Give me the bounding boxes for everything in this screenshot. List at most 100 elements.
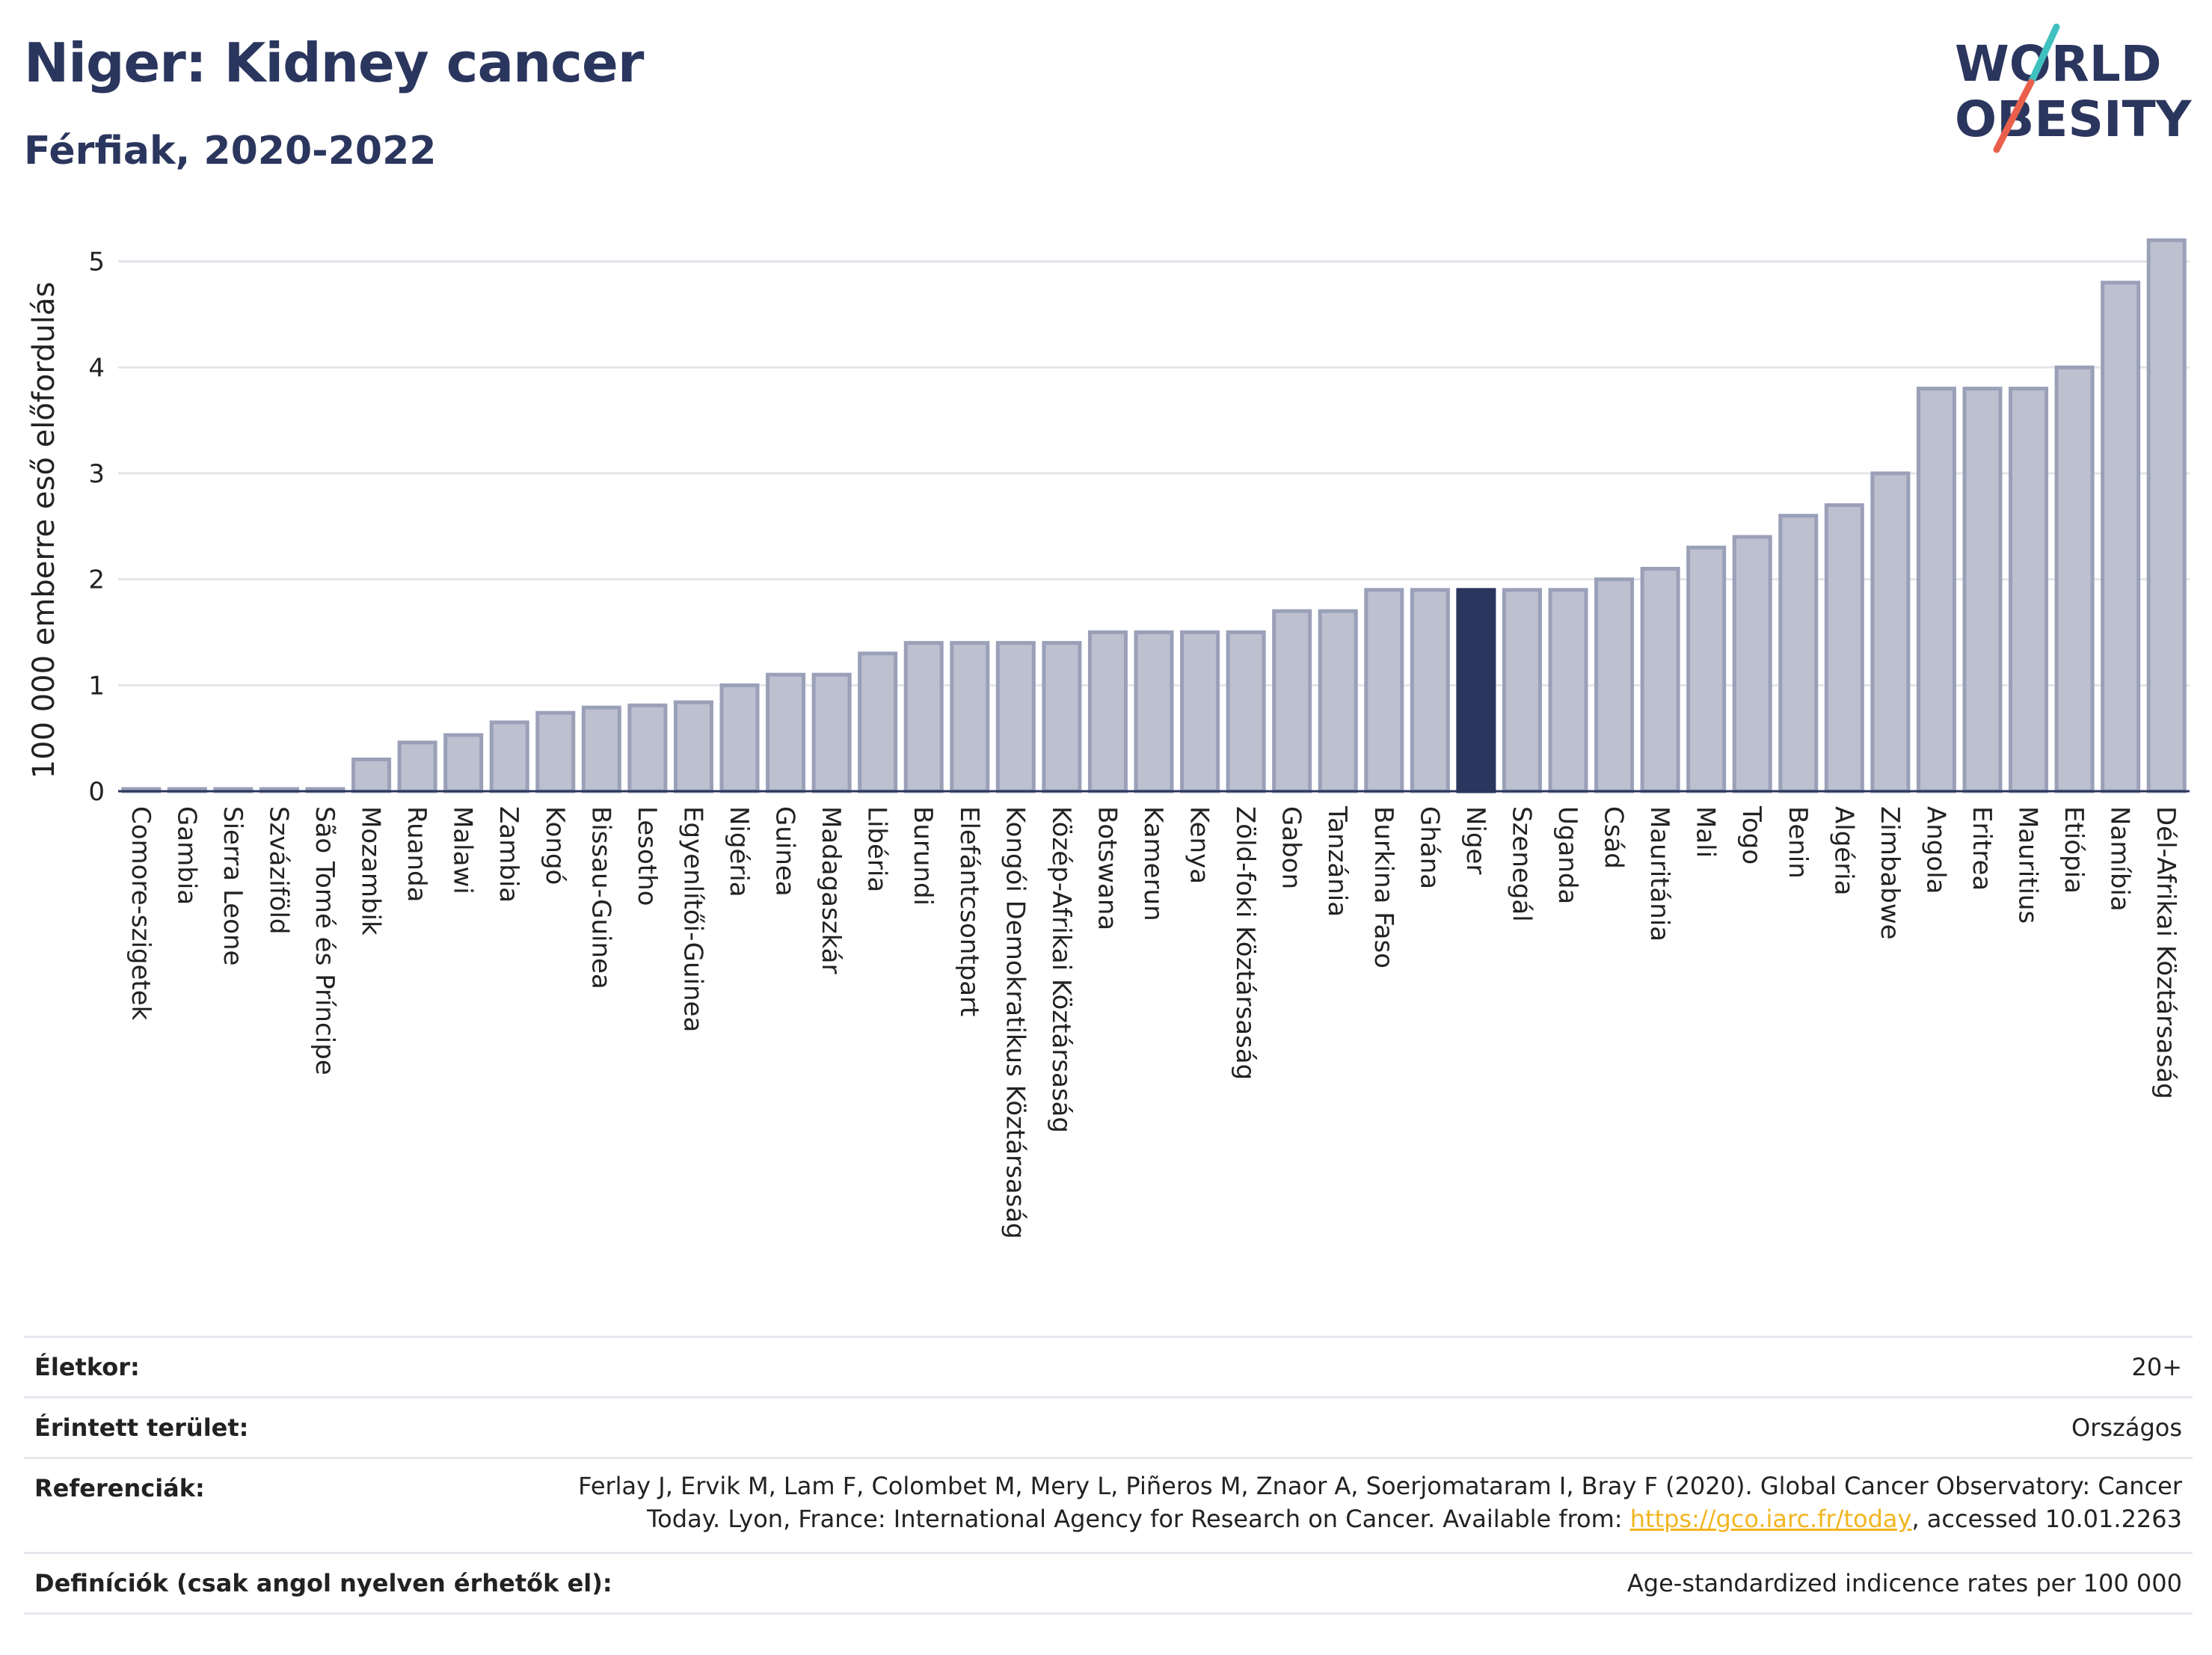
meta-label-area: Érintett terület:: [34, 1413, 249, 1442]
bar-24: [1226, 630, 1266, 793]
x-tick-label-4: São Tomé és Príncipe: [310, 806, 340, 1075]
x-tick-label-20: Közép-Afrikai Köztársaság: [1046, 806, 1076, 1133]
bar-29: [1456, 588, 1496, 793]
meta-row-references: Referenciák: Ferlay J, Ervik M, Lam F, C…: [24, 1457, 2193, 1552]
bar-31: [1548, 588, 1588, 793]
meta-label-definitions: Definíciók (csak angol nyelven érhetők e…: [34, 1569, 612, 1597]
bar-23: [1180, 630, 1220, 793]
bar-8: [489, 720, 529, 793]
x-tick-label-17: Burundi: [908, 806, 938, 906]
x-tick-label-41: Mauritius: [2013, 806, 2043, 924]
x-tick-label-16: Libéria: [862, 806, 892, 892]
bar-20: [1042, 641, 1082, 793]
x-tick-label-37: Algéria: [1828, 806, 1858, 895]
meta-label-age: Életkor:: [34, 1353, 140, 1381]
x-tick-label-42: Etiópia: [2059, 806, 2089, 894]
x-tick-label-13: Nigéria: [724, 806, 754, 897]
world-obesity-logo: WORLD OBESITY: [1955, 23, 2193, 153]
logo-line1: WORLD: [1955, 35, 2162, 93]
x-tick-label-34: Mali: [1691, 806, 1721, 858]
bar-27: [1364, 588, 1404, 793]
x-tick-label-15: Madagaszkár: [816, 806, 846, 974]
bar-30: [1502, 588, 1542, 793]
reference-text: Today. Lyon, France: International Agenc…: [647, 1505, 1630, 1533]
x-tick-label-9: Kongó: [540, 806, 570, 885]
bar-6: [397, 740, 437, 793]
x-tick-label-11: Lesotho: [632, 806, 662, 906]
x-tick-label-5: Mozambik: [356, 806, 386, 936]
x-tick-label-0: Comore-szigetek: [126, 806, 156, 1021]
bar-12: [673, 700, 713, 793]
bar-26: [1318, 609, 1358, 793]
meta-value-definitions: Age-standardized indicence rates per 100…: [1626, 1569, 2182, 1597]
logo-slash-bottom: [1993, 79, 2035, 153]
y-tick-label: 4: [88, 353, 105, 383]
bar-37: [1824, 503, 1864, 793]
x-tick-label-1: Gambia: [171, 806, 201, 905]
x-tick-label-18: Elefántcsontpart: [954, 806, 984, 1016]
bar-43: [2101, 280, 2141, 793]
bar-36: [1778, 514, 1819, 793]
meta-row-area: Érintett terület: Országos: [24, 1396, 2193, 1457]
bar-41: [2009, 387, 2049, 793]
meta-label-references: Referenciák:: [34, 1474, 205, 1502]
x-tick-label-43: Namíbia: [2105, 806, 2135, 912]
x-tick-label-31: Uganda: [1552, 806, 1582, 904]
x-tick-label-6: Ruanda: [402, 806, 431, 902]
x-tick-label-19: Kongói Demokratikus Köztársaság: [1000, 806, 1030, 1239]
x-tick-label-25: Gabon: [1276, 806, 1306, 889]
x-tick-label-44: Dél-Afrikai Köztársaság: [2151, 806, 2181, 1099]
x-axis-labels: Comore-szigetek Gambia Sierra Leone Szvázif…: [126, 805, 2181, 1239]
x-tick-label-12: Egyenlítői-Guinea: [678, 806, 707, 1032]
x-tick-label-28: Ghána: [1414, 806, 1444, 889]
reference-accessed: , accessed 10.01.2263: [1911, 1505, 2182, 1533]
reference-link[interactable]: https://gco.iarc.fr/today: [1629, 1505, 1912, 1533]
y-tick-label: 0: [88, 777, 105, 807]
page-title: Niger: Kidney cancer: [24, 31, 644, 94]
bar-15: [811, 672, 852, 793]
x-tick-label-29: Niger: [1460, 806, 1490, 874]
bar-25: [1272, 609, 1312, 793]
y-tick-label: 5: [88, 248, 105, 277]
bar-21: [1087, 630, 1128, 793]
bar-13: [719, 683, 760, 793]
bars: [121, 238, 2187, 793]
x-tick-label-36: Benin: [1783, 806, 1813, 879]
x-tick-label-7: Malawi: [448, 806, 478, 894]
reference-line-1: Ferlay J, Ervik M, Lam F, Colombet M, Me…: [578, 1472, 2182, 1500]
bar-22: [1134, 630, 1174, 793]
bar-28: [1410, 588, 1450, 793]
logo-slash-top: [2027, 23, 2060, 86]
x-tick-label-38: Zimbabwe: [1875, 806, 1905, 940]
bar-44: [2146, 238, 2187, 793]
y-tick-label: 3: [88, 459, 105, 489]
bar-17: [903, 641, 944, 793]
bar-40: [1962, 387, 2003, 793]
bar-35: [1732, 535, 1772, 793]
bar-11: [627, 703, 668, 793]
x-tick-label-32: Csád: [1599, 806, 1629, 869]
x-tick-label-35: Togo: [1736, 805, 1766, 865]
meta-value-area: Országos: [2071, 1413, 2182, 1442]
page-subtitle: Férfiak, 2020-2022: [24, 129, 437, 174]
metadata-table: Életkor: 20+ Érintett terület: Országos …: [24, 1336, 2193, 1615]
bar-9: [535, 710, 576, 793]
bar-16: [858, 651, 898, 793]
x-tick-label-23: Kenya: [1185, 806, 1214, 884]
meta-row-age: Életkor: 20+: [24, 1336, 2193, 1396]
bar-34: [1686, 545, 1727, 793]
bar-chart: 0 1 2 3 4 5 Comore-szigetek Gambia Sierra Leone…: [27, 238, 2190, 1239]
x-tick-label-30: Szenegál: [1506, 806, 1536, 922]
bar-39: [1916, 387, 1956, 793]
y-tick-label: 2: [88, 565, 105, 595]
meta-row-definitions: Definíciók (csak angol nyelven érhetők e…: [24, 1552, 2193, 1615]
y-axis-ticks: 0 1 2 3 4 5: [88, 248, 105, 807]
x-tick-label-33: Mauritánia: [1644, 806, 1674, 942]
logo-line2: OBESITY: [1955, 90, 2193, 148]
x-tick-label-27: Burkina Faso: [1368, 806, 1398, 968]
bar-33: [1640, 566, 1680, 793]
x-tick-label-22: Kamerun: [1138, 806, 1168, 921]
x-tick-label-39: Angola: [1920, 806, 1950, 894]
x-tick-label-2: Sierra Leone: [218, 806, 248, 965]
bar-42: [2054, 365, 2095, 793]
